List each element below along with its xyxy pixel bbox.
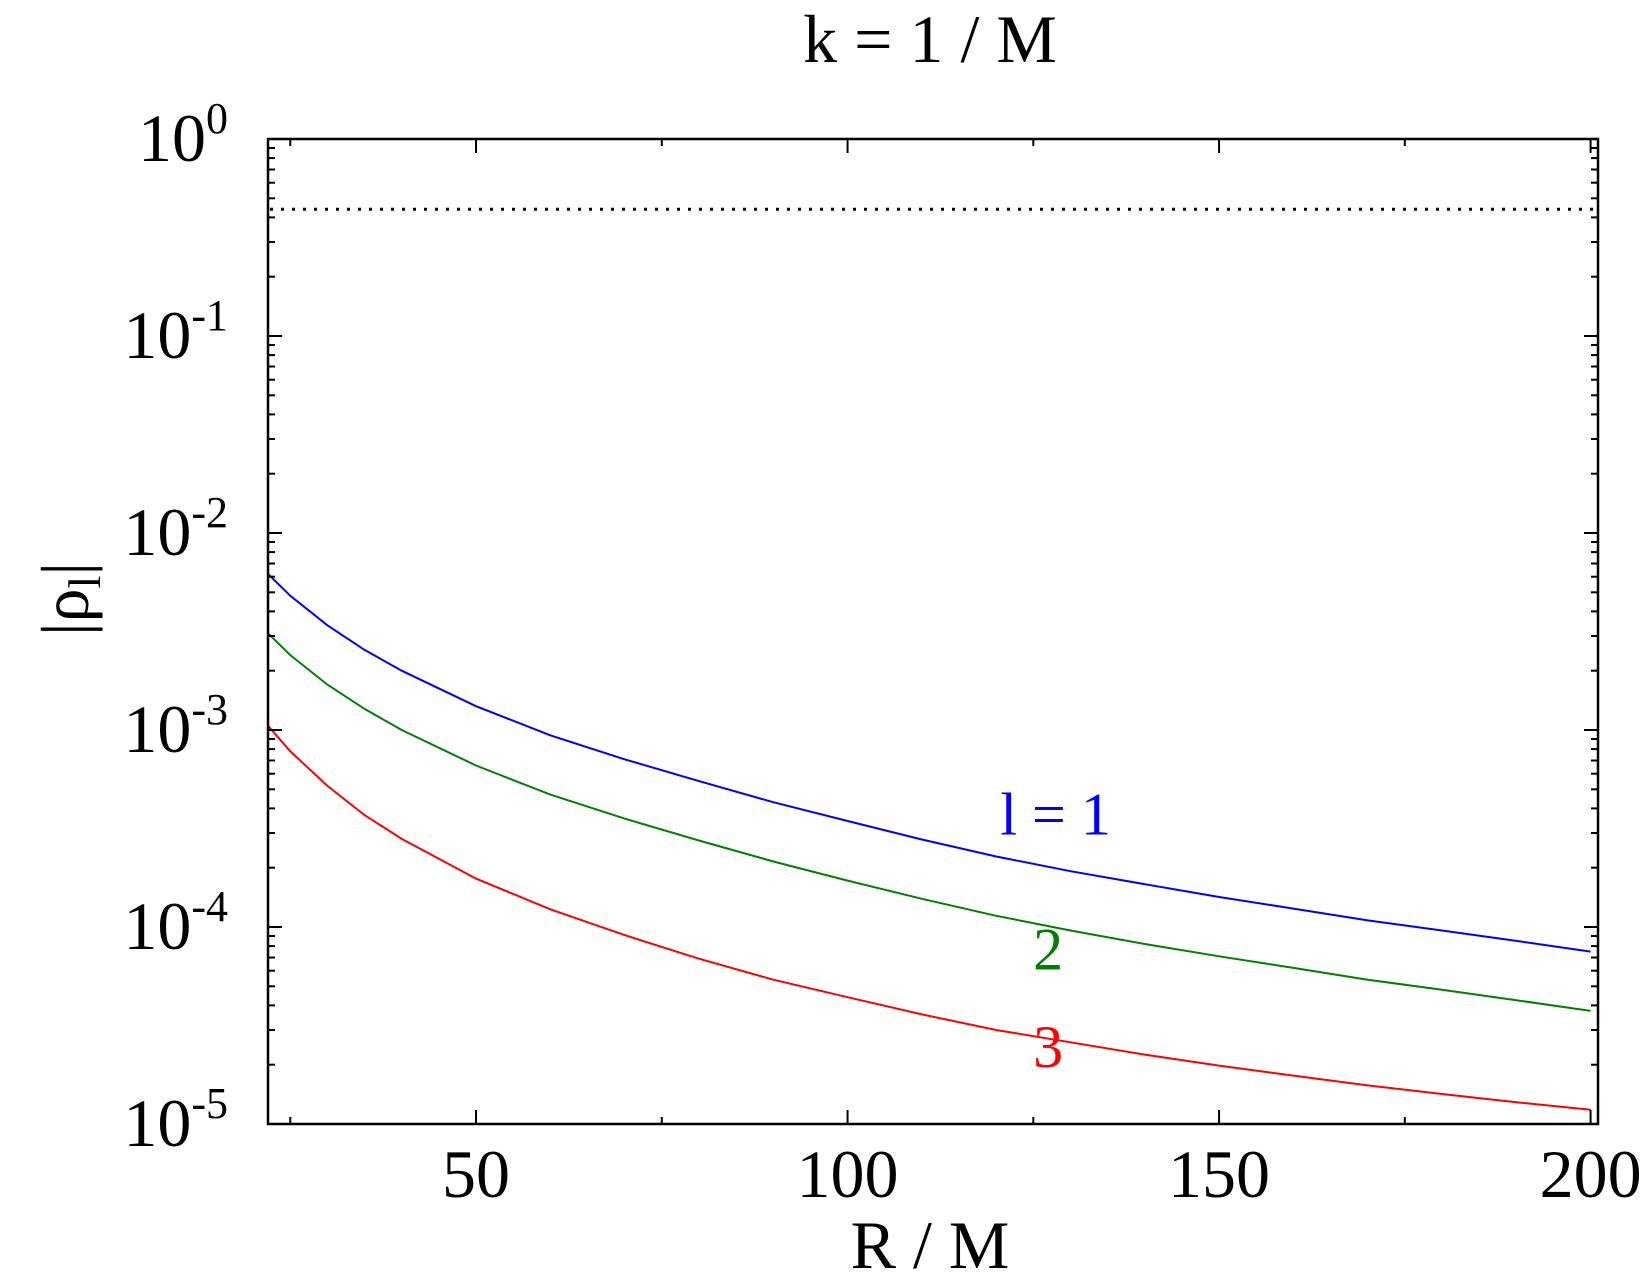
y-tick-label: 10-4 [123, 882, 228, 964]
series-label-1: l = 1 [1000, 781, 1111, 847]
x-tick-label: 200 [1540, 1136, 1642, 1212]
y-tick-label-base: 10 [123, 888, 191, 964]
svg-text:|ρl|: |ρl| [27, 562, 110, 636]
plot-layer [267, 207, 1596, 1111]
y-tick-label-base: 10 [123, 1085, 191, 1161]
y-tick-label-exponent: -4 [191, 882, 228, 931]
x-axis-label: R / M [851, 1207, 1010, 1275]
y-tick-label-exponent: 0 [206, 94, 228, 143]
y-tick-label: 10-2 [123, 488, 228, 570]
y-tick-label: 10-3 [123, 685, 228, 767]
series-label-3: 3 [1033, 1014, 1063, 1080]
y-axis-label-subscript: l [59, 576, 110, 589]
series-label-2: 2 [1033, 916, 1063, 982]
y-tick-label: 10-1 [123, 291, 228, 373]
y-tick-label-base: 10 [123, 691, 191, 767]
y-tick-label-base: 10 [138, 100, 206, 176]
series-line-3 [267, 725, 1591, 1111]
y-tick-label-base: 10 [123, 494, 191, 570]
y-tick-label-exponent: -3 [191, 685, 228, 734]
x-tick-label: 100 [797, 1136, 899, 1212]
series-line-2 [267, 632, 1591, 1012]
y-axis-label: |ρl| [27, 562, 110, 636]
y-tick-label-base: 10 [123, 297, 191, 373]
plot-frame [266, 137, 1600, 1126]
y-tick-label-exponent: -1 [191, 291, 228, 340]
y-axis-label-main: |ρ [27, 588, 103, 636]
chart-title: k = 1 / M [803, 1, 1057, 77]
y-tick-label-exponent: -5 [191, 1079, 228, 1128]
ticks-layer [268, 138, 1598, 1125]
y-tick-label: 100 [138, 94, 228, 176]
y-axis-label-close: | [27, 562, 103, 576]
x-tick-label: 50 [442, 1136, 510, 1212]
series-line-1 [267, 573, 1591, 953]
y-tick-label-exponent: -2 [191, 488, 228, 537]
x-tick-label: 150 [1168, 1136, 1270, 1212]
y-tick-label: 10-5 [123, 1079, 228, 1161]
